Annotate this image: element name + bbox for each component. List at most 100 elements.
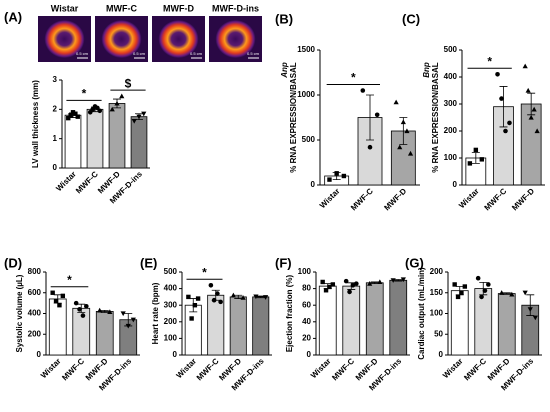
data-point <box>462 284 468 289</box>
data-point <box>330 282 336 287</box>
error-bar <box>256 295 265 299</box>
data-point <box>479 294 484 300</box>
error-bar <box>527 92 536 116</box>
data-point <box>97 307 103 313</box>
data-point <box>320 279 325 285</box>
y-tick-label: 500 <box>302 135 316 144</box>
error-bar <box>499 86 508 128</box>
y-tick-label: 40 <box>302 317 311 326</box>
significance-label: * <box>202 265 207 279</box>
significance-label: * <box>67 273 72 287</box>
panel-label: (D) <box>4 255 22 270</box>
y-axis-label: Ejection fraction (%) <box>285 274 294 352</box>
panel-label: (E) <box>140 255 157 270</box>
data-point <box>131 118 137 124</box>
data-point <box>186 294 191 300</box>
data-point <box>343 278 349 284</box>
data-point <box>531 106 537 112</box>
y-tick-label: 1500 <box>297 45 315 54</box>
data-point <box>73 111 78 116</box>
data-point <box>107 309 113 315</box>
y-tick-label: 20 <box>302 334 311 343</box>
y-axis-label: Heart rate (bpm) <box>151 282 160 344</box>
data-point <box>534 128 540 134</box>
data-point <box>522 290 528 296</box>
data-point <box>75 114 80 119</box>
y-axis-label: Cardiac output (mL/min) <box>417 267 426 360</box>
data-point <box>532 315 538 321</box>
data-point <box>527 307 533 312</box>
data-point <box>522 63 528 69</box>
gene-label: Anp <box>280 62 289 79</box>
data-point <box>218 299 223 305</box>
data-point <box>475 275 481 281</box>
heart-image <box>44 20 85 58</box>
x-tick-label: Wistar <box>39 357 63 381</box>
data-point <box>68 113 73 118</box>
image-label: Wistar <box>51 3 79 13</box>
data-point <box>341 173 347 179</box>
data-point <box>390 278 396 283</box>
data-point <box>136 114 142 120</box>
y-tick-label: 1000 <box>297 90 315 99</box>
y-tick-label: 1 <box>53 134 58 143</box>
bar <box>318 285 337 356</box>
data-point <box>367 144 373 150</box>
y-axis-label: Systolic volume (µL) <box>15 274 24 352</box>
gene-label: Bnp <box>422 62 431 78</box>
data-point <box>323 288 329 293</box>
data-point <box>393 99 399 105</box>
y-tick-label: 0 <box>439 350 444 359</box>
y-tick-label: 0 <box>307 350 312 359</box>
y-axis-label: LV wall thickness (mm) <box>31 80 40 168</box>
bar <box>389 279 408 356</box>
data-point <box>84 303 89 309</box>
data-point <box>528 114 534 120</box>
data-point <box>327 284 332 290</box>
y-tick-label: 200 <box>164 317 178 326</box>
bar <box>229 296 247 356</box>
data-point <box>230 292 236 298</box>
x-tick-label: Wistar <box>309 357 333 381</box>
data-point <box>499 96 504 101</box>
heart-image <box>158 20 199 58</box>
x-tick-label: Wistar <box>457 187 481 211</box>
significance-label: $ <box>125 76 132 90</box>
y-tick-label: 3 <box>53 75 58 84</box>
data-point <box>189 316 194 321</box>
data-point <box>525 87 531 93</box>
data-point <box>120 311 126 317</box>
y-tick-label: 2 <box>53 104 58 113</box>
x-tick-label: MWF-C <box>330 356 356 382</box>
data-point <box>109 106 115 112</box>
data-point <box>400 277 406 283</box>
data-point <box>66 115 71 121</box>
data-point <box>211 297 217 303</box>
data-point <box>455 294 461 300</box>
significance-label: * <box>82 87 87 101</box>
bar <box>252 296 270 356</box>
scale-label: 0.5 cm <box>76 51 89 56</box>
error-bar <box>234 294 243 299</box>
y-tick-label: 400 <box>444 72 458 81</box>
data-point <box>215 291 220 296</box>
bar <box>64 114 82 169</box>
data-point <box>499 290 505 295</box>
x-tick-label: Wistar <box>318 187 342 211</box>
data-point <box>495 72 500 77</box>
scale-label: 0.5 cm <box>133 51 146 56</box>
data-point <box>397 144 403 150</box>
x-tick-label: MWF-D <box>382 186 408 212</box>
data-point <box>452 282 457 287</box>
y-axis-label: % RNA EXPRESSION/BASAL <box>289 62 298 173</box>
heart-image <box>215 20 256 58</box>
data-point <box>509 291 515 297</box>
data-point <box>327 177 332 182</box>
y-tick-label: 300 <box>164 300 178 309</box>
y-tick-label: 400 <box>28 309 42 318</box>
y-tick-label: 60 <box>302 300 311 309</box>
data-point <box>240 295 246 300</box>
data-point <box>195 296 201 301</box>
data-point <box>507 120 512 126</box>
data-point <box>80 313 86 318</box>
